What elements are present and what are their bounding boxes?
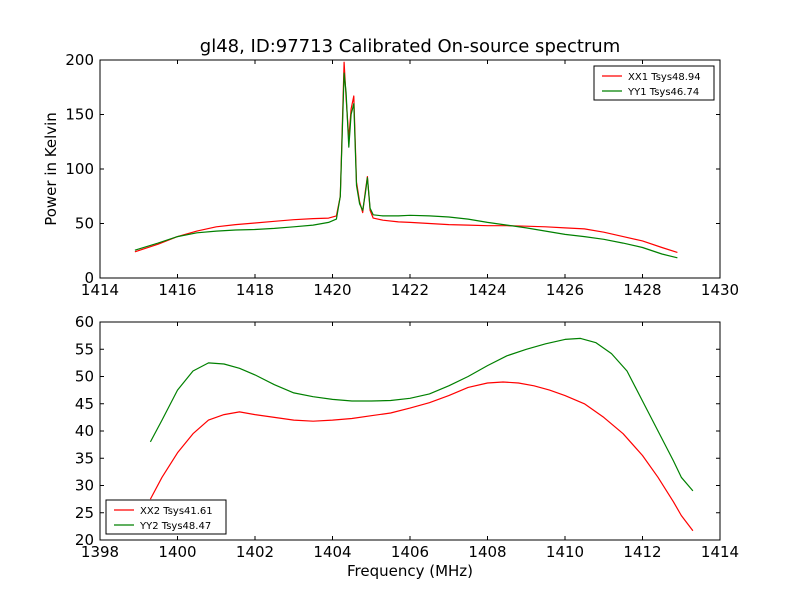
x-tick-label: 1428 [623,281,661,299]
y-tick-label: 0 [84,269,94,287]
y-tick-label: 100 [65,160,94,178]
x-tick-label: 1402 [236,543,274,561]
x-tick-label: 1406 [391,543,429,561]
chart-title: gl48, ID:97713 Calibrated On-source spec… [200,36,620,57]
x-tick-label: 1414 [81,281,119,299]
legend-label: XX2 Tsys41.61 [140,506,213,517]
y-tick-label: 50 [75,215,94,233]
x-tick-label: 1430 [701,281,739,299]
x-tick-label: 1414 [701,543,739,561]
x-tick-label: 1398 [81,543,119,561]
series-line-yy1 [134,72,678,259]
x-tick-label: 1426 [546,281,584,299]
legend-box [105,499,227,535]
y-tick-label: 60 [75,313,94,331]
x-tick-label: 1420 [313,281,351,299]
x-tick-label: 1418 [236,281,274,299]
x-tick-label: 1412 [623,543,661,561]
y-tick-label: 200 [65,51,94,69]
y-tick-label: 25 [75,504,94,522]
y-tick-label: 20 [75,531,94,549]
y-tick-label: 30 [75,477,94,495]
series-line-xx2 [149,381,694,532]
y-tick-label: 40 [75,422,94,440]
x-tick-label: 1408 [468,543,506,561]
y-tick-label: 50 [75,368,94,386]
legend-label: YY2 Tsys48.47 [139,521,211,532]
legend-box [593,65,715,101]
x-tick-label: 1416 [158,281,196,299]
legend-label: XX1 Tsys48.94 [628,72,701,83]
y-axis-label: Power in Kelvin [42,112,60,226]
x-tick-label: 1400 [158,543,196,561]
x-tick-label: 1404 [313,543,351,561]
y-tick-label: 55 [75,340,94,358]
y-tick-label: 35 [75,449,94,467]
series-line-yy2 [149,337,694,492]
x-axis-label: Frequency (MHz) [347,562,473,580]
x-tick-label: 1410 [546,543,584,561]
y-tick-label: 150 [65,106,94,124]
y-tick-label: 45 [75,395,94,413]
legend-label: YY1 Tsys46.74 [627,87,699,98]
x-tick-label: 1422 [391,281,429,299]
x-tick-label: 1424 [468,281,506,299]
